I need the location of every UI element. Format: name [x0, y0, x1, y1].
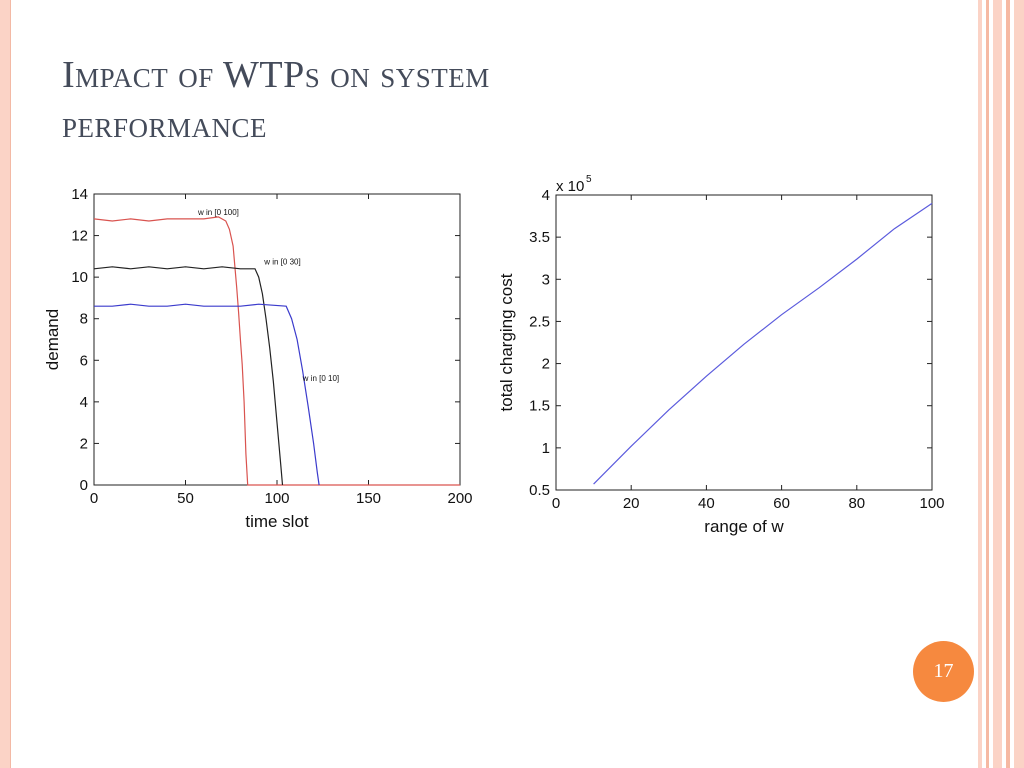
plot-frame	[94, 194, 460, 485]
demand-chart-svg: 0 50 100 150 200 0 2 4 6 8 10 12 14 time slot demand w …	[40, 180, 480, 530]
x-tick-label: 150	[356, 490, 381, 507]
y-tick-label: 3.5	[529, 229, 550, 246]
x-tick-label: 100	[264, 490, 289, 507]
page-number-badge: 17	[913, 641, 974, 702]
x-tick-label: 20	[623, 495, 640, 512]
y-tick-label: 1.5	[529, 398, 550, 415]
x-axis-label: time slot	[245, 512, 309, 530]
series-line-3	[94, 304, 319, 485]
y-tick-label: 2	[542, 356, 550, 373]
y-tick-label: 6	[80, 352, 88, 369]
x-tick-label: 80	[848, 495, 865, 512]
cost-chart-svg: 0 20 40 60 80 100 0.5 1 1.5 2 2.5 3 3.5 4 range of w to…	[490, 168, 960, 543]
x-tick-label: 60	[773, 495, 790, 512]
x-tick-label: 100	[919, 495, 944, 512]
right-decorative-stripes	[978, 0, 1024, 768]
y-scale-label: x 10	[556, 178, 584, 195]
demand-chart: 0 50 100 150 200 0 2 4 6 8 10 12 14 time slot demand w …	[40, 180, 480, 530]
slide-title-line-1: Impact of WTPs on system	[62, 50, 762, 100]
y-tick-label: 1	[542, 440, 550, 457]
x-tick-label: 200	[447, 490, 472, 507]
x-axis-label: range of w	[704, 517, 784, 536]
y-tick-label: 0	[80, 477, 88, 494]
series-label-3: w in [0 10]	[302, 374, 339, 383]
series-label-2: w in [0 30]	[263, 258, 300, 267]
y-axis-label: total charging cost	[497, 273, 516, 411]
y-tick-label: 2	[80, 435, 88, 452]
y-tick-label: 10	[71, 269, 88, 286]
x-tick-label: 40	[698, 495, 715, 512]
y-tick-label: 0.5	[529, 482, 550, 499]
series-label-1: w in [0 100]	[197, 208, 239, 217]
slide-title-line-2: performance	[62, 100, 762, 150]
y-tick-label: 4	[80, 394, 88, 411]
series-line-2	[94, 267, 283, 485]
y-scale-exponent: 5	[586, 174, 592, 185]
x-tick-label: 0	[552, 495, 560, 512]
y-tick-label: 14	[71, 186, 88, 203]
series-line-1	[594, 203, 932, 484]
y-tick-label: 4	[542, 187, 550, 204]
y-tick-label: 3	[542, 271, 550, 288]
left-decorative-stripe	[0, 0, 11, 768]
y-tick-label: 8	[80, 311, 88, 328]
cost-chart: 0 20 40 60 80 100 0.5 1 1.5 2 2.5 3 3.5 4 range of w to…	[490, 168, 960, 543]
y-tick-label: 2.5	[529, 313, 550, 330]
y-axis-label: demand	[43, 309, 62, 370]
plot-frame	[556, 195, 932, 490]
slide-title: Impact of WTPs on system performance	[62, 50, 762, 150]
x-tick-label: 0	[90, 490, 98, 507]
x-tick-label: 50	[177, 490, 194, 507]
y-tick-label: 12	[71, 228, 88, 245]
